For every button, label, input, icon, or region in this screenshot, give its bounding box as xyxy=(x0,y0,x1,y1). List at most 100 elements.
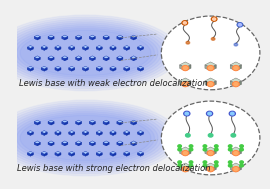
Circle shape xyxy=(215,145,218,147)
Polygon shape xyxy=(211,166,216,172)
Polygon shape xyxy=(205,81,211,87)
Polygon shape xyxy=(28,131,33,133)
Polygon shape xyxy=(82,151,89,154)
Polygon shape xyxy=(137,47,140,50)
Circle shape xyxy=(240,164,243,167)
Polygon shape xyxy=(48,57,51,61)
Ellipse shape xyxy=(20,115,151,161)
Polygon shape xyxy=(79,122,82,125)
Polygon shape xyxy=(31,68,33,71)
Polygon shape xyxy=(55,66,61,69)
Polygon shape xyxy=(124,66,130,69)
Polygon shape xyxy=(211,81,216,87)
Ellipse shape xyxy=(6,108,165,168)
Polygon shape xyxy=(72,132,75,135)
Polygon shape xyxy=(205,166,211,172)
Polygon shape xyxy=(48,141,54,144)
Circle shape xyxy=(207,167,214,172)
Polygon shape xyxy=(44,68,47,71)
Polygon shape xyxy=(51,143,54,146)
Polygon shape xyxy=(44,153,47,156)
Polygon shape xyxy=(110,68,113,71)
Polygon shape xyxy=(236,81,242,87)
Polygon shape xyxy=(58,47,61,50)
Circle shape xyxy=(182,82,189,87)
Polygon shape xyxy=(134,57,137,61)
Circle shape xyxy=(207,66,214,70)
Circle shape xyxy=(232,151,239,156)
Circle shape xyxy=(184,111,190,116)
Circle shape xyxy=(238,24,241,26)
Polygon shape xyxy=(106,122,109,125)
Circle shape xyxy=(185,134,190,137)
Polygon shape xyxy=(110,46,116,48)
Polygon shape xyxy=(99,153,102,156)
Polygon shape xyxy=(127,132,130,135)
Polygon shape xyxy=(110,153,113,156)
Circle shape xyxy=(185,112,188,115)
Polygon shape xyxy=(82,47,86,50)
Polygon shape xyxy=(117,35,123,38)
Polygon shape xyxy=(180,78,191,84)
Polygon shape xyxy=(120,143,123,146)
Polygon shape xyxy=(117,122,120,125)
Circle shape xyxy=(237,23,243,27)
Polygon shape xyxy=(69,151,75,154)
Ellipse shape xyxy=(16,28,154,77)
Polygon shape xyxy=(82,153,86,156)
Polygon shape xyxy=(31,153,33,156)
Polygon shape xyxy=(65,37,68,40)
Polygon shape xyxy=(55,153,58,156)
Circle shape xyxy=(182,151,189,156)
Circle shape xyxy=(203,164,207,167)
Polygon shape xyxy=(69,47,72,50)
Polygon shape xyxy=(137,131,144,133)
Circle shape xyxy=(212,18,216,20)
Polygon shape xyxy=(96,68,99,71)
Circle shape xyxy=(232,82,239,87)
Ellipse shape xyxy=(0,19,172,87)
Circle shape xyxy=(209,67,212,70)
Polygon shape xyxy=(99,132,102,135)
Circle shape xyxy=(178,148,181,151)
Polygon shape xyxy=(137,66,144,69)
Polygon shape xyxy=(205,147,216,153)
Polygon shape xyxy=(92,37,95,40)
Polygon shape xyxy=(113,47,116,50)
Polygon shape xyxy=(76,57,79,61)
Polygon shape xyxy=(230,150,236,156)
Polygon shape xyxy=(51,37,54,40)
Polygon shape xyxy=(55,132,58,135)
Polygon shape xyxy=(180,166,185,172)
Circle shape xyxy=(234,43,238,46)
Circle shape xyxy=(228,145,232,147)
Circle shape xyxy=(240,148,243,151)
Polygon shape xyxy=(82,131,89,133)
Polygon shape xyxy=(31,132,33,135)
Polygon shape xyxy=(124,132,127,135)
Ellipse shape xyxy=(16,113,154,163)
Circle shape xyxy=(183,22,186,24)
Polygon shape xyxy=(92,143,95,146)
Polygon shape xyxy=(137,153,140,156)
Circle shape xyxy=(203,148,207,151)
Text: Lewis base with weak electron delocalization: Lewis base with weak electron delocaliza… xyxy=(19,79,208,88)
Ellipse shape xyxy=(6,23,165,83)
Polygon shape xyxy=(89,143,92,146)
Polygon shape xyxy=(96,151,102,154)
Polygon shape xyxy=(185,150,191,156)
Polygon shape xyxy=(69,66,75,69)
Polygon shape xyxy=(28,66,33,69)
Polygon shape xyxy=(124,68,127,71)
Polygon shape xyxy=(180,163,191,169)
Circle shape xyxy=(178,145,181,147)
Polygon shape xyxy=(180,62,191,67)
Polygon shape xyxy=(44,47,47,50)
Polygon shape xyxy=(117,57,120,61)
Polygon shape xyxy=(34,57,37,61)
Polygon shape xyxy=(113,132,116,135)
Polygon shape xyxy=(110,132,113,135)
Polygon shape xyxy=(180,81,185,87)
Polygon shape xyxy=(48,143,51,146)
Circle shape xyxy=(203,161,207,163)
